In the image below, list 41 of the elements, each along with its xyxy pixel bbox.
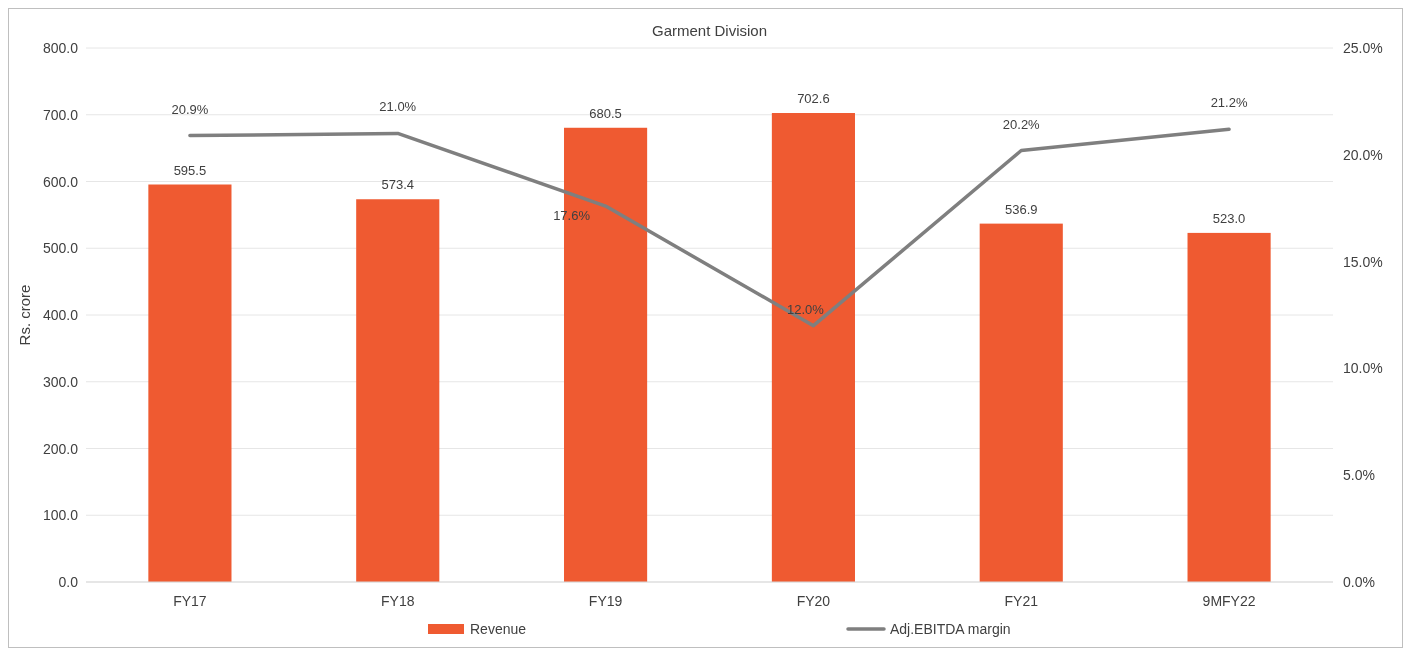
y-tick-label: 600.0 xyxy=(42,173,79,190)
y-tick-label: 700.0 xyxy=(42,106,79,123)
y-tick-label: 800.0 xyxy=(42,40,79,56)
x-tick-label: FY17 xyxy=(173,593,207,609)
x-tick-label: 9MFY22 xyxy=(1202,593,1256,609)
data-label: 680.5 xyxy=(589,105,622,121)
data-label: 20.2% xyxy=(1002,116,1041,132)
data-label: 12.0% xyxy=(786,301,825,317)
x-tick-label: FY21 xyxy=(1004,593,1039,609)
bar xyxy=(979,223,1063,582)
x-tick-label: FY19 xyxy=(588,593,623,609)
data-label: 702.6 xyxy=(797,91,830,107)
data-label: 595.5 xyxy=(173,162,207,178)
y-tick-label: 0.0 xyxy=(58,574,79,590)
legend-label: Revenue xyxy=(470,621,527,637)
y2-tick-label: 20.0% xyxy=(1343,146,1383,163)
data-label: 536.9 xyxy=(1004,201,1038,217)
data-label: 573.4 xyxy=(381,177,415,193)
chart-title: Garment Division xyxy=(651,22,768,39)
y-tick-label: 200.0 xyxy=(42,440,79,457)
x-tick-label: FY18 xyxy=(381,593,415,609)
bar xyxy=(148,184,232,582)
data-label: 20.9% xyxy=(171,101,209,117)
y2-tick-label: 5.0% xyxy=(1343,467,1375,484)
y2-tick-label: 10.0% xyxy=(1343,360,1383,377)
y2-tick-label: 25.0% xyxy=(1343,40,1383,56)
x-tick-label: FY20 xyxy=(796,593,831,609)
y-tick-label: 100.0 xyxy=(42,507,79,524)
y-tick-label: 500.0 xyxy=(42,240,79,257)
bar xyxy=(356,199,440,582)
y-tick-label: 300.0 xyxy=(42,373,79,390)
y-axis-title: Rs. crore xyxy=(16,284,33,346)
y2-tick-label: 15.0% xyxy=(1343,253,1383,270)
data-label: 21.2% xyxy=(1210,95,1248,111)
y-tick-label: 400.0 xyxy=(42,307,79,323)
data-label: 523.0 xyxy=(1212,210,1246,226)
legend-label: Adj.EBITDA margin xyxy=(890,621,1011,637)
bar xyxy=(1187,232,1271,582)
y2-tick-label: 0.0% xyxy=(1343,574,1375,590)
data-label: 21.0% xyxy=(379,99,417,115)
bar xyxy=(771,113,855,582)
